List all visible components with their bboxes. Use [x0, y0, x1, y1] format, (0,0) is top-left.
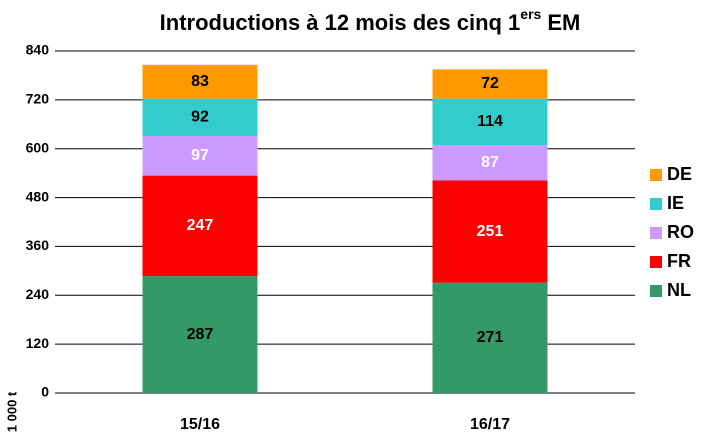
- bar-segment: [432, 282, 548, 393]
- data-label: 97: [191, 147, 209, 164]
- legend-swatch: [650, 169, 662, 181]
- y-tick-label: 480: [26, 188, 50, 204]
- bar-segment: [432, 69, 548, 99]
- chart-title: Introductions à 12 mois des cinq 1ers EM: [160, 6, 581, 35]
- data-label: 247: [187, 217, 214, 234]
- y-axis-label: 1 000 t: [4, 391, 19, 432]
- legend-swatch: [650, 256, 662, 268]
- legend-label: FR: [667, 251, 691, 271]
- legend-swatch: [650, 285, 662, 297]
- x-tick-label: 16/17: [470, 416, 510, 433]
- bar-segment: [142, 98, 258, 137]
- y-tick-label: 240: [26, 286, 50, 302]
- data-label: 87: [481, 154, 499, 171]
- x-tick-label: 15/16: [180, 416, 220, 433]
- bar-segment: [432, 180, 548, 283]
- data-label: 83: [191, 73, 209, 90]
- y-tick-label: 840: [26, 42, 50, 58]
- bar-segment: [432, 98, 548, 146]
- y-tick-label: 0: [41, 384, 49, 400]
- bar-segment: [142, 175, 258, 277]
- legend-label: DE: [667, 164, 692, 184]
- bar-segment: [142, 64, 258, 99]
- data-label: 92: [191, 109, 209, 126]
- bar-segment: [142, 136, 258, 176]
- y-tick-label: 360: [26, 237, 50, 253]
- legend-label: IE: [667, 193, 684, 213]
- y-tick-label: 120: [26, 335, 50, 351]
- data-label: 287: [187, 326, 214, 343]
- legend-swatch: [650, 198, 662, 210]
- bar-segment: [432, 145, 548, 181]
- data-label: 114: [477, 113, 503, 130]
- legend-swatch: [650, 227, 662, 239]
- y-tick-label: 600: [26, 139, 50, 155]
- data-label: 72: [481, 75, 499, 92]
- bar-segment: [142, 276, 258, 393]
- legend-label: RO: [667, 222, 694, 242]
- data-label: 251: [477, 223, 504, 240]
- data-label: 271: [477, 329, 504, 346]
- y-tick-label: 720: [26, 91, 50, 107]
- legend-label: NL: [667, 280, 691, 300]
